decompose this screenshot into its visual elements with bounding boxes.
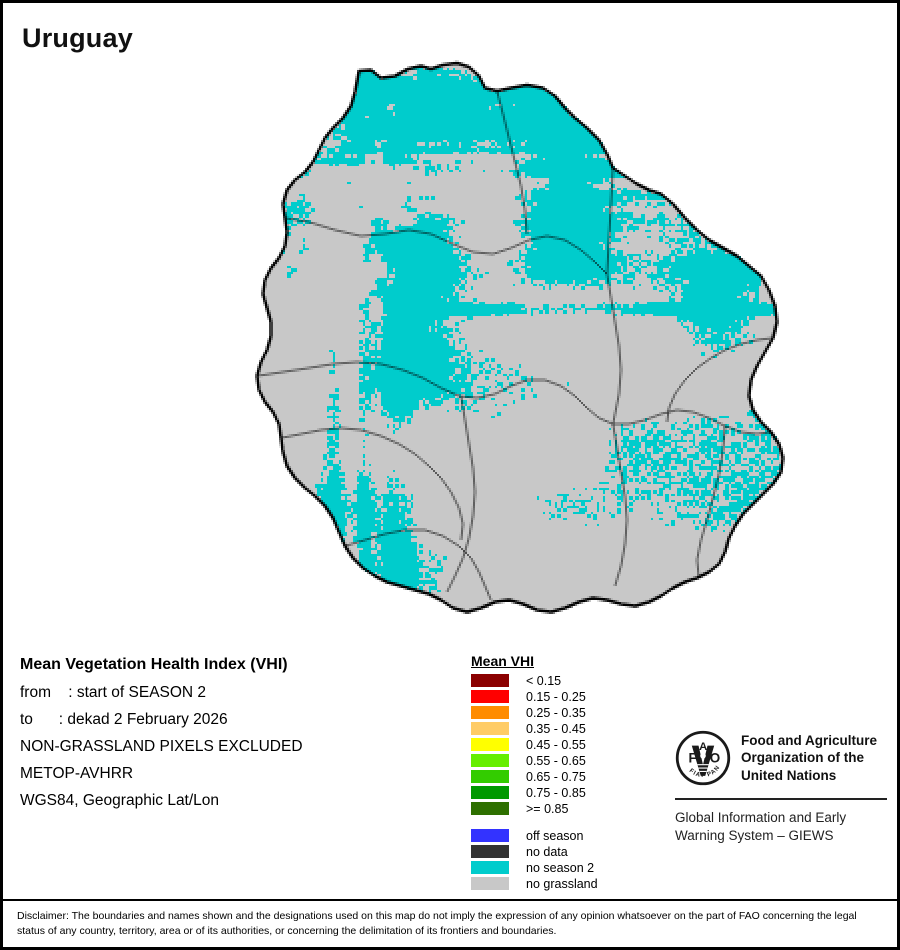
page-title: Uruguay [22,23,133,53]
legend-special-swatch [471,877,509,890]
disclaimer-divider [3,899,897,901]
legend-class-swatch [471,674,509,687]
legend-class-swatch [471,786,509,799]
fao-name-line3: United Nations [741,767,837,783]
info-note: NON-GRASSLAND PIXELS EXCLUDED [20,738,303,755]
fao-name: Food and Agriculture Organization of the… [741,730,877,784]
legend-class-label: 0.35 - 0.45 [526,721,586,736]
legend-class-swatch [471,738,509,751]
map-info-block: Mean Vegetation Health Index (VHI) from … [20,656,440,819]
giews-line2: Warning System – GIEWS [675,827,834,843]
fao-branding: F A O FIAT PANIS Food and Agriculture Or… [672,725,891,844]
legend: Mean VHI < 0.15 0.15 - 0.25 0.25 - 0.35 0.3… [471,653,661,892]
legend-class-label: < 0.15 [526,673,562,688]
legend-class-swatch [471,706,509,719]
legend-class-label: 0.75 - 0.85 [526,785,586,800]
legend-class-swatch [471,722,509,735]
legend-special-label: no season 2 [526,860,595,875]
legend-special-1: no data [471,844,661,859]
info-sensor: METOP-AVHRR [20,765,134,782]
giews-line1: Global Information and Early [675,810,847,825]
svg-text:A: A [699,741,707,753]
legend-class-label: 0.55 - 0.65 [526,753,586,768]
legend-special-label: no grassland [526,876,598,891]
giews-name: Global Information and Early Warning Sys… [675,809,891,844]
info-to: to : dekad 2 February 2026 [20,711,228,728]
legend-class-swatch [471,770,509,783]
legend-class-swatch [471,802,509,815]
fao-name-line2: Organization of the [741,750,864,766]
legend-class-swatch [471,754,509,767]
legend-spacer [471,817,661,828]
legend-special-3: no grassland [471,876,661,891]
fao-divider [675,798,887,800]
fao-name-line1: Food and Agriculture [741,733,877,748]
legend-class-label: 0.45 - 0.55 [526,737,586,752]
legend-class-2: 0.25 - 0.35 [471,705,661,720]
legend-special-label: off season [526,828,584,843]
legend-special-2: no season 2 [471,860,661,875]
legend-special-swatch [471,829,509,842]
legend-class-3: 0.35 - 0.45 [471,721,661,736]
legend-class-4: 0.45 - 0.55 [471,737,661,752]
vhi-map [113,58,793,638]
legend-class-label: >= 0.85 [526,801,569,816]
legend-class-8: >= 0.85 [471,801,661,816]
info-heading: Mean Vegetation Health Index (VHI) [20,656,288,673]
legend-class-5: 0.55 - 0.65 [471,753,661,768]
legend-special-swatch [471,861,509,874]
info-from: from : start of SEASON 2 [20,684,207,701]
legend-class-label: 0.65 - 0.75 [526,769,586,784]
legend-title: Mean VHI [471,653,535,669]
info-projection: WGS84, Geographic Lat/Lon [20,792,220,809]
legend-special-0: off season [471,828,661,843]
legend-class-list: < 0.15 0.15 - 0.25 0.25 - 0.35 0.35 - 0.45 0… [471,673,661,816]
svg-text:F: F [688,750,696,765]
legend-class-7: 0.75 - 0.85 [471,785,661,800]
disclaimer-text: Disclaimer: The boundaries and names sho… [17,910,857,938]
legend-class-label: 0.25 - 0.35 [526,705,586,720]
legend-class-1: 0.15 - 0.25 [471,689,661,704]
legend-class-0: < 0.15 [471,673,661,688]
legend-class-swatch [471,690,509,703]
map-raster [113,58,793,638]
legend-special-list: off season no data no season 2 no grassland [471,828,661,891]
svg-text:O: O [710,750,720,765]
legend-class-6: 0.65 - 0.75 [471,769,661,784]
fao-logo-icon: F A O FIAT PANIS [672,725,731,786]
legend-special-swatch [471,845,509,858]
legend-special-label: no data [526,844,568,859]
legend-class-label: 0.15 - 0.25 [526,689,586,704]
